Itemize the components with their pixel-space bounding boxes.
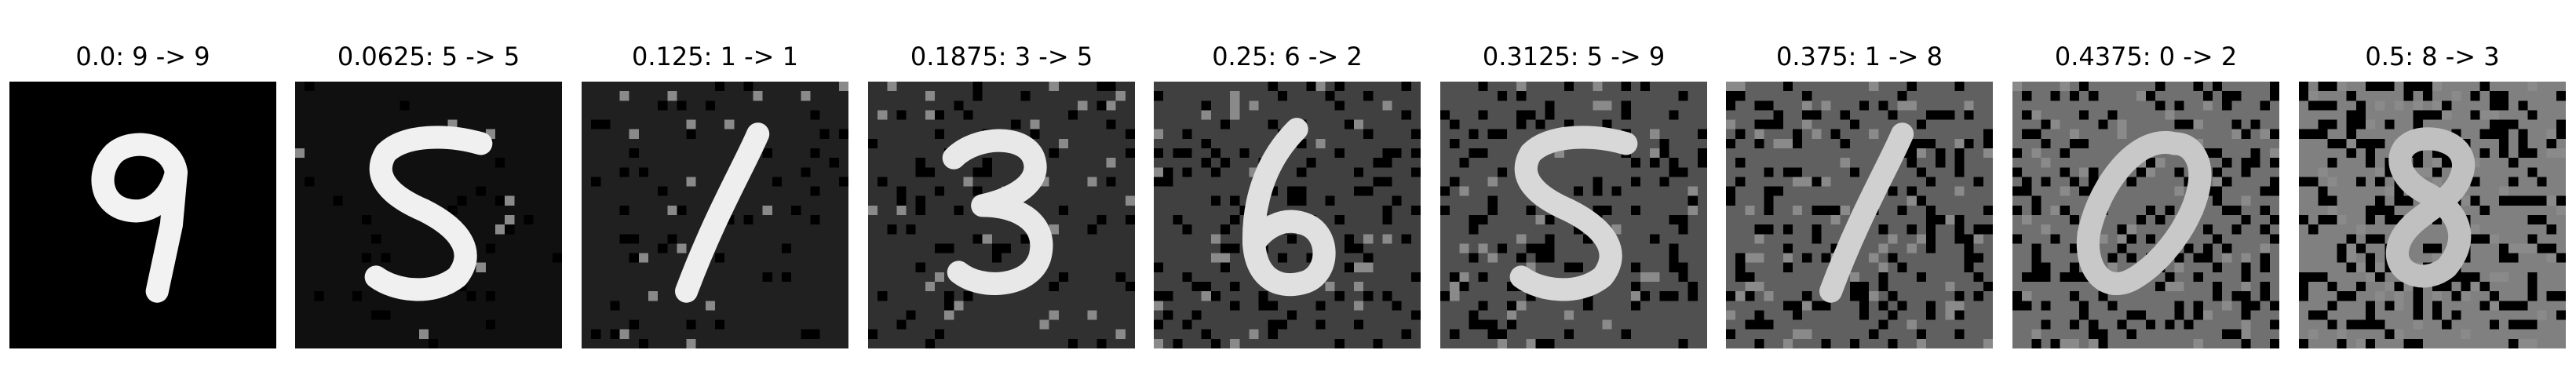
example-panel: 0.0625: 5 -> 5	[295, 0, 562, 383]
digit-image-svg	[295, 82, 562, 348]
digit-stroke	[2385, 127, 2476, 288]
example-panel: 0.1875: 3 -> 5	[868, 0, 1135, 383]
panel-caption: 0.0625: 5 -> 5	[337, 42, 520, 71]
panel-caption: 0.5: 8 -> 3	[2365, 42, 2500, 71]
digit-stroke	[1509, 126, 1638, 301]
digit-stroke	[675, 122, 770, 303]
digit-image-svg	[2012, 82, 2279, 348]
digit-image	[2012, 82, 2279, 348]
digit-stroke	[1819, 122, 1914, 303]
digit-image-svg	[582, 82, 848, 348]
example-panel: 0.0: 9 -> 9	[9, 0, 276, 383]
example-panel: 0.4375: 0 -> 2	[2012, 0, 2279, 383]
perturbation-noise	[1726, 82, 1993, 348]
panel-caption: 0.3125: 5 -> 9	[1482, 42, 1666, 71]
perturbation-noise	[295, 82, 562, 348]
digit-image	[1154, 82, 1421, 348]
digit-image	[868, 82, 1135, 348]
digit-stroke	[1242, 118, 1336, 297]
example-panel: 0.25: 6 -> 2	[1154, 0, 1421, 383]
panel-caption: 0.25: 6 -> 2	[1212, 42, 1363, 71]
digit-image	[9, 82, 276, 348]
digit-stroke	[364, 126, 493, 301]
digit-image	[582, 82, 848, 348]
digit-image	[2299, 82, 2566, 348]
digit-stroke	[2076, 130, 2212, 295]
panel-caption: 0.4375: 0 -> 2	[2054, 42, 2238, 71]
digit-image-svg	[2299, 82, 2566, 348]
digit-stroke	[942, 129, 1053, 295]
panel-caption: 0.375: 1 -> 8	[1776, 42, 1943, 71]
digit-image-svg	[9, 82, 276, 348]
digit-image	[1440, 82, 1707, 348]
panel-caption: 0.1875: 3 -> 5	[910, 42, 1093, 71]
digit-image-svg	[1440, 82, 1707, 348]
digit-image	[295, 82, 562, 348]
panel-caption: 0.0: 9 -> 9	[75, 42, 210, 71]
perturbation-noise	[591, 82, 848, 348]
example-panel: 0.375: 1 -> 8	[1726, 0, 1993, 383]
digit-image-svg	[1726, 82, 1993, 348]
digit-image-svg	[1154, 82, 1421, 348]
digit-stroke	[91, 133, 188, 303]
perturbation-noise	[1154, 82, 1421, 348]
digit-image	[1726, 82, 1993, 348]
digit-image-svg	[868, 82, 1135, 348]
example-panel: 0.5: 8 -> 3	[2299, 0, 2566, 383]
example-panel: 0.3125: 5 -> 9	[1440, 0, 1707, 383]
example-panel: 0.125: 1 -> 1	[582, 0, 848, 383]
panel-caption: 0.125: 1 -> 1	[632, 42, 798, 71]
